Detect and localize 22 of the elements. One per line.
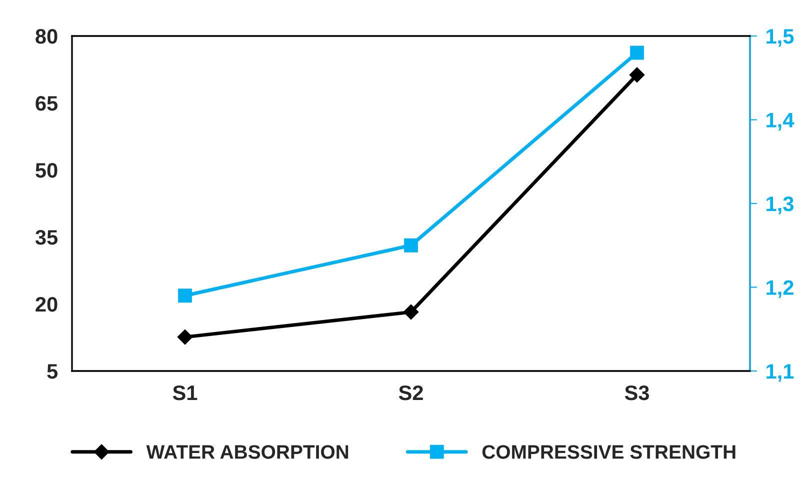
y2-tick-label: 1,1	[766, 364, 794, 382]
point	[629, 67, 645, 82]
y-tick-label: 5	[47, 364, 58, 379]
point	[630, 46, 644, 60]
point	[404, 238, 418, 252]
x-tick-label: S1	[172, 385, 198, 400]
y-tick-label: 65	[36, 96, 58, 111]
y2-tick-label: 1,2	[766, 280, 794, 298]
y2-tick-label: 1,4	[766, 112, 794, 131]
y-tick-label: 20	[36, 297, 58, 312]
point	[177, 329, 193, 345]
y2-tick-label: 1,5	[766, 29, 794, 47]
point	[178, 288, 192, 303]
x-tick-label: S3	[624, 385, 649, 400]
legend-label: WATER ABSORPTION	[146, 445, 348, 459]
y-tick-label: 35	[35, 230, 58, 245]
y-tick-label: 80	[36, 29, 58, 44]
y2-tick-label: 1,3	[766, 196, 794, 214]
y-tick-label: 50	[36, 163, 58, 178]
point	[403, 304, 419, 320]
legend-label: COMPRESSIVE STRENGTH	[482, 445, 736, 459]
x-tick-label: S2	[398, 385, 423, 400]
